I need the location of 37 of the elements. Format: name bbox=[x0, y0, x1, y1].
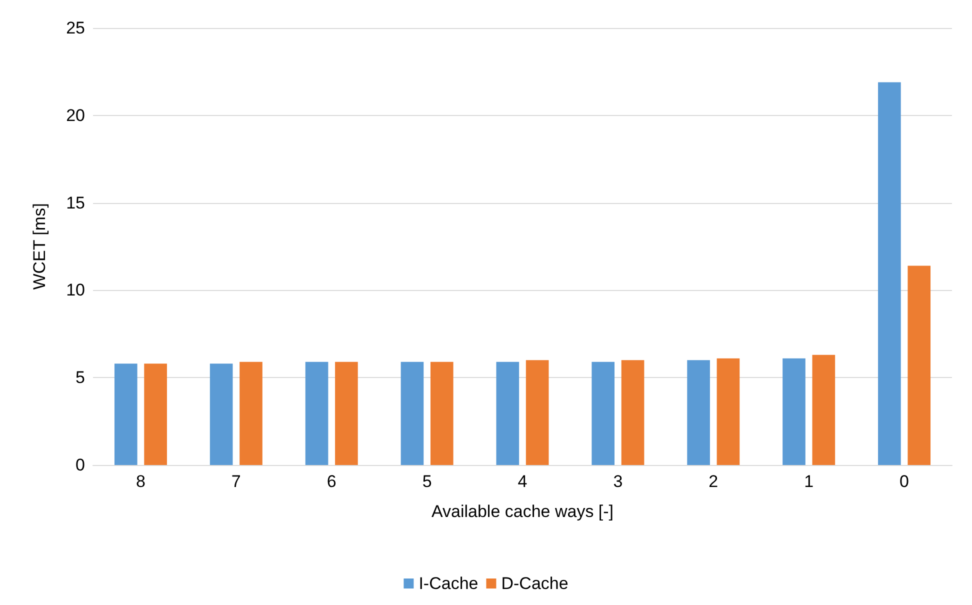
legend-label: I-Cache bbox=[418, 574, 478, 593]
bar bbox=[621, 360, 644, 465]
bar bbox=[812, 354, 836, 465]
bar bbox=[878, 82, 901, 465]
y-tick-label: 20 bbox=[66, 106, 85, 125]
bar bbox=[687, 360, 710, 465]
bar bbox=[305, 362, 328, 465]
x-tick-label: 6 bbox=[326, 472, 336, 491]
bar bbox=[526, 360, 549, 465]
x-tick-label: 0 bbox=[900, 472, 910, 491]
bar bbox=[210, 364, 233, 465]
y-tick-label: 25 bbox=[66, 18, 85, 38]
bar bbox=[908, 266, 931, 465]
x-tick-label: 8 bbox=[136, 472, 146, 491]
y-tick-label: 15 bbox=[66, 193, 85, 212]
x-tick-label: 1 bbox=[804, 472, 814, 491]
x-tick-label: 7 bbox=[231, 472, 241, 491]
x-axis-title: Available cache ways [-] bbox=[431, 502, 614, 521]
bar bbox=[496, 362, 520, 465]
legend-label: D-Cache bbox=[501, 574, 568, 593]
bar bbox=[240, 362, 262, 465]
bar bbox=[114, 364, 138, 465]
y-tick-label: 10 bbox=[66, 280, 85, 300]
x-tick-label: 2 bbox=[708, 472, 718, 491]
bar bbox=[782, 358, 806, 465]
y-tick-label: 0 bbox=[76, 456, 85, 474]
x-tick-label: 5 bbox=[422, 472, 432, 491]
bar bbox=[335, 362, 358, 465]
x-tick-label: 4 bbox=[518, 472, 528, 491]
y-tick-label: 5 bbox=[76, 368, 85, 388]
x-tick-label: 3 bbox=[613, 472, 623, 491]
bar bbox=[430, 362, 454, 465]
bar bbox=[592, 362, 615, 465]
bar bbox=[400, 362, 424, 465]
y-axis-title: WCET [ms] bbox=[30, 203, 49, 290]
bar bbox=[144, 364, 167, 465]
bar bbox=[716, 358, 740, 465]
